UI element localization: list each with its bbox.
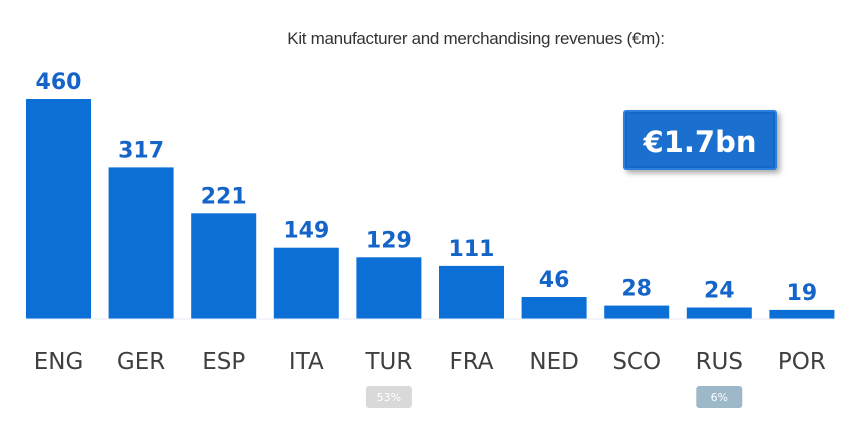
bar-tur [356,257,422,319]
annotation-text-tur: 53% [377,391,401,404]
value-label-ned: 46 [539,268,570,293]
bar-esp [191,213,257,319]
tick-label-eng: ENG [34,349,84,375]
value-label-por: 19 [787,281,818,306]
bar-ita [273,247,339,319]
tick-label-ita: ITA [289,349,324,375]
tick-label-tur: TUR [364,349,412,375]
tick-label-por: POR [778,349,826,375]
bar-fra [439,265,504,319]
annotation-badge-rus: 6% [696,386,743,408]
tick-label-ger: GER [117,349,165,375]
annotation-badge-bg-rus [696,386,743,408]
value-label-eng: 460 [36,70,82,95]
value-label-rus: 24 [704,279,735,304]
tick-label-ned: NED [529,349,578,375]
value-label-ita: 149 [283,219,329,244]
total-revenue-badge: €1.7bn [623,110,777,170]
tick-label-sco: SCO [612,349,661,375]
bar-rus [686,307,752,319]
bar-ned [521,297,587,319]
bar-por [769,309,835,319]
annotation-text-rus: 6% [711,391,728,404]
chart-title: Kit manufacturer and merchandising reven… [287,29,664,48]
bar-sco [604,305,670,319]
bar-eng [26,99,91,319]
tick-label-rus: RUS [696,349,743,375]
value-label-esp: 221 [201,184,247,209]
value-labels: 460 317 221 149 129 111 46 28 24 19 [36,70,818,306]
tick-label-fra: FRA [449,349,493,375]
bar-ger [108,167,174,319]
category-labels: ENG GER ESP ITA TUR FRA NED SCO RUS POR [34,349,826,375]
value-label-fra: 111 [449,237,495,262]
value-label-sco: 28 [621,277,652,302]
tick-label-esp: ESP [202,349,245,375]
annotation-badges: 53% 6% [365,386,743,408]
annotation-badge-tur: 53% [365,386,412,408]
value-label-tur: 129 [366,228,412,253]
value-label-ger: 317 [118,138,164,163]
bars-layer [26,99,835,319]
annotation-badge-bg-tur [365,386,412,408]
